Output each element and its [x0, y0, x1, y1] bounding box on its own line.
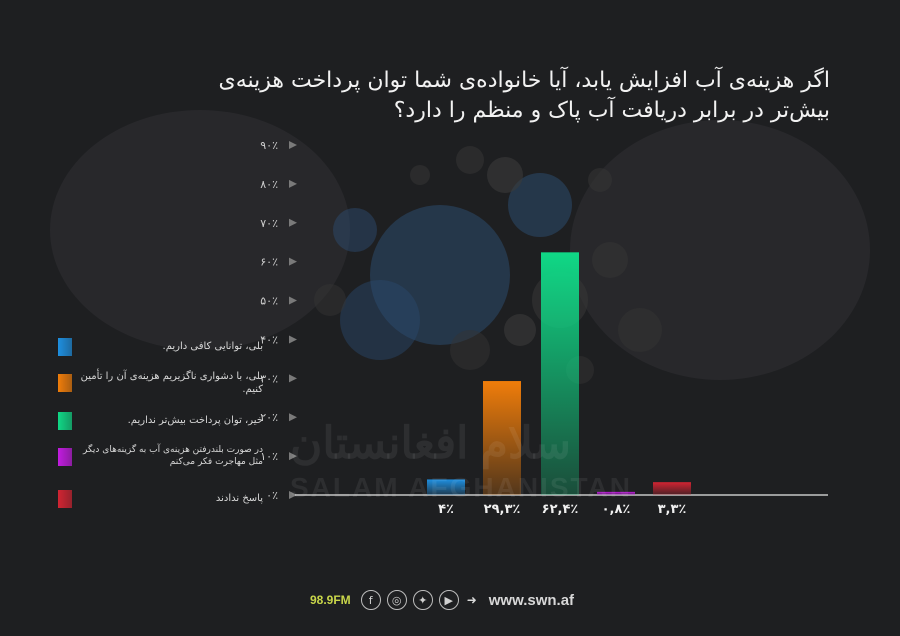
legend-swatch-5 — [58, 490, 72, 508]
bar-3 — [541, 252, 579, 495]
youtube-icon[interactable]: ▶ — [438, 590, 459, 610]
bar-4 — [597, 491, 635, 495]
bubble-5 — [592, 242, 628, 278]
watermark-persian: سلام افغانستان — [290, 419, 571, 468]
bubble-13 — [450, 330, 490, 370]
y-tick-label: ۷۰٪ — [260, 217, 278, 230]
legend-item-2: بلی، با دشواری ناگزیریم هزینه‌ی آن را تأ… — [58, 370, 268, 400]
legend-label-5: پاسخ ندادند — [215, 493, 263, 504]
bar-chart: ۰٪ ۱۰٪ ۲۰٪ ۳۰٪ ۴۰٪ ۵۰٪ ۶۰٪ ۷۰٪ ۸۰٪ ۹۰٪ ۴٪ ۲۹,۳٪ ۶۲,۴… — [260, 139, 828, 517]
y-tick-label: ۴۰٪ — [260, 333, 278, 346]
radio-frequency: 98.9FM — [310, 593, 351, 607]
bar-value-label: ۳,۳٪ — [658, 502, 687, 517]
website-link[interactable]: www.swn.af — [488, 591, 575, 609]
bar-1 — [427, 479, 465, 495]
y-tick-arrow — [289, 335, 297, 344]
bar-5 — [653, 482, 691, 495]
y-tick-label: ۹۰٪ — [260, 139, 278, 152]
instagram-icon[interactable]: ◎ — [386, 590, 407, 610]
watermark-english: SALAM AFGHANISTAN — [290, 472, 632, 503]
title-line-2: بیش‌تر در برابر دریافت آب پاک و منظم را … — [393, 98, 830, 123]
legend-item-4: در صورت بلندرفتن هزینه‌ی آب به گزینه‌های… — [58, 444, 268, 474]
y-tick-label: ۲۰٪ — [260, 411, 278, 424]
legend-item-3: خیر، توان پرداخت بیش‌تر نداریم. — [58, 408, 268, 438]
legend-swatch-3 — [58, 412, 72, 430]
bubble-11 — [618, 308, 662, 352]
legend-label-1: بلی، توانایی کافی داریم. — [162, 341, 263, 352]
y-tick-arrow — [289, 296, 297, 305]
chart-title: اگر هزینه‌ی آب افزایش یابد، آیا خانواده‌… — [50, 66, 830, 126]
y-tick-arrow — [289, 141, 297, 149]
bubble-12 — [314, 284, 346, 316]
bubble-7 — [340, 280, 420, 360]
bubble-0 — [370, 205, 510, 345]
bubble-6 — [333, 208, 377, 252]
legend-item-1: بلی، توانایی کافی داریم. — [58, 334, 268, 364]
footer: 98.9FM f ◎ ✦ ▶ ➜ www.swn.af — [310, 588, 574, 612]
twitter-icon[interactable]: ✦ — [412, 590, 433, 610]
bar-value-label: ۰,۸٪ — [602, 502, 631, 517]
y-tick-arrow — [289, 218, 297, 227]
bar-2 — [483, 381, 521, 495]
legend-swatch-2 — [58, 374, 72, 392]
bar-value-label: ۲۹,۳٪ — [484, 502, 521, 517]
bubble-4 — [456, 146, 484, 174]
y-tick-label: ۸۰٪ — [260, 178, 278, 191]
legend-item-5: پاسخ ندادند — [58, 486, 268, 516]
y-tick-arrow — [289, 374, 297, 383]
arrow-icon: ➜ — [466, 593, 477, 607]
y-tick-label: ۰٪ — [266, 489, 278, 502]
bar-value-label: ۶۲,۴٪ — [542, 502, 579, 517]
y-tick-label: ۳۰٪ — [260, 372, 278, 385]
y-tick-arrow — [289, 491, 297, 499]
y-tick-arrow — [289, 452, 297, 461]
legend-swatch-1 — [58, 338, 72, 356]
bubble-decoration — [50, 110, 870, 384]
bubble-8 — [504, 314, 536, 346]
bubble-1 — [508, 173, 572, 237]
y-tick-label: ۶۰٪ — [260, 256, 278, 269]
title-line-1: اگر هزینه‌ی آب افزایش یابد، آیا خانواده‌… — [218, 68, 830, 93]
bubble-10 — [410, 165, 430, 185]
y-tick-arrow — [289, 413, 297, 422]
bubble-9 — [588, 168, 612, 192]
legend-label-3: خیر، توان پرداخت بیش‌تر نداریم. — [127, 415, 263, 426]
y-tick-label: ۵۰٪ — [260, 295, 278, 308]
bubble-2 — [487, 157, 523, 193]
legend-label-4: در صورت بلندرفتن هزینه‌ی آب به گزینه‌های… — [82, 445, 263, 467]
map-blob-left — [50, 110, 350, 350]
legend-swatch-4 — [58, 448, 72, 466]
y-tick-arrow — [289, 179, 297, 188]
legend-label-2: بلی، با دشواری ناگزیریم هزینه‌ی آن را تأ… — [80, 371, 263, 395]
y-tick-label: ۱۰٪ — [260, 450, 278, 463]
facebook-icon[interactable]: f — [360, 590, 381, 610]
y-tick-arrow — [289, 257, 297, 266]
bar-value-label: ۴٪ — [438, 502, 454, 517]
